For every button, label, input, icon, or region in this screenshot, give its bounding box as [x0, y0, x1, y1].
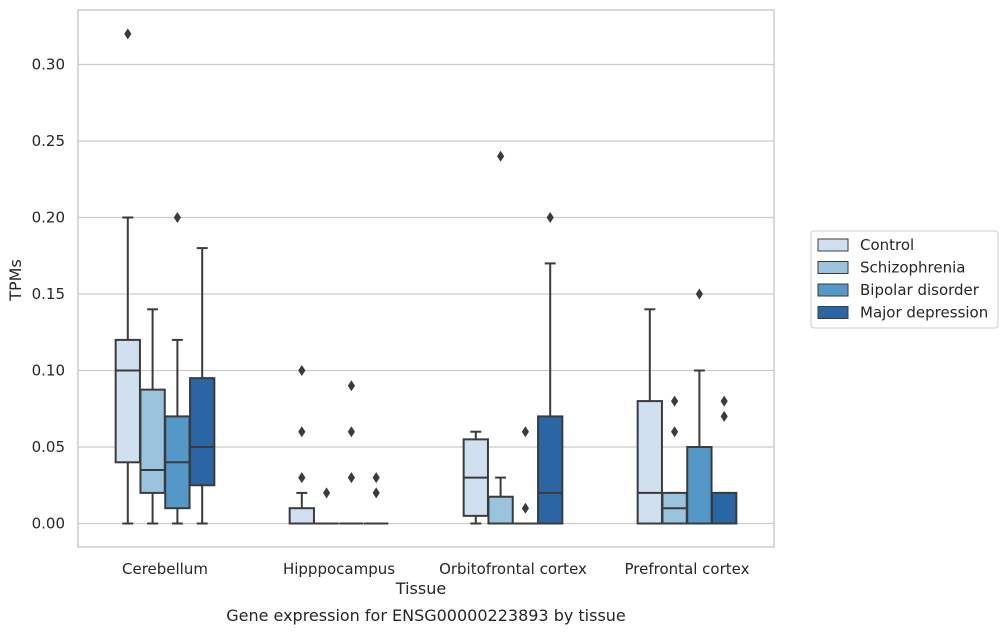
outlier-point	[347, 472, 355, 484]
box-major-depression	[364, 472, 389, 525]
plot-frame	[77, 9, 775, 548]
y-tick-label: 0.00	[32, 515, 65, 533]
box-body	[537, 415, 564, 525]
box-major-depression	[537, 212, 564, 525]
legend: Control Schizophrenia Bipolar disorder Majo…	[810, 230, 999, 329]
box-schizophrenia	[314, 487, 339, 525]
legend-label: Schizophrenia	[860, 259, 965, 277]
boxes	[114, 28, 738, 525]
y-axis-label: TPMs	[6, 259, 25, 302]
box-bipolar-disorder	[513, 426, 538, 525]
y-tick-label: 0.05	[32, 438, 65, 456]
outlier-point	[497, 150, 505, 162]
box-control	[636, 308, 663, 525]
y-tick-labels: 0.00 0.05 0.10 0.15 0.20 0.25 0.30	[32, 56, 65, 533]
x-tick-label: Orbitofrontal cortex	[439, 560, 587, 578]
y-tick-label: 0.15	[32, 285, 65, 303]
outlier-point	[323, 487, 331, 499]
legend-swatch	[817, 238, 849, 252]
box-major-depression	[711, 395, 738, 525]
x-tick-label: Cerebellum	[122, 560, 208, 578]
legend-swatch	[817, 283, 849, 297]
outlier-point	[671, 426, 679, 438]
y-tick-label: 0.20	[32, 209, 65, 227]
box-bipolar-disorder	[686, 288, 713, 525]
outlier-point	[298, 472, 306, 484]
box-bipolar-disorder	[339, 380, 364, 525]
outlier-point	[347, 426, 355, 438]
outlier-point	[347, 380, 355, 392]
box-body	[711, 491, 738, 525]
outlier-point	[298, 365, 306, 376]
legend-swatch	[817, 306, 849, 319]
outlier-point	[173, 212, 181, 223]
chart-caption: Gene expression for ENSG00000223893 by t…	[226, 606, 626, 625]
outlier-point	[372, 487, 380, 499]
box-body	[686, 446, 713, 525]
box-schizophrenia	[661, 395, 688, 525]
legend-label: Control	[860, 236, 914, 254]
box-body	[114, 338, 141, 464]
box-schizophrenia	[487, 150, 514, 525]
x-tick-label: Prefrontal cortex	[625, 560, 750, 578]
x-tick-labels: Cerebellum Hipppocampus Orbitofrontal cort…	[122, 560, 750, 578]
legend-frame	[810, 230, 999, 329]
outlier-point	[372, 472, 380, 484]
legend-label: Major depression	[860, 304, 988, 322]
box-control	[288, 365, 315, 525]
outlier-point	[695, 288, 703, 300]
box-schizophrenia	[139, 308, 166, 525]
legend-label: Bipolar disorder	[860, 281, 980, 299]
x-tick-label: Hipppocampus	[283, 560, 395, 578]
x-axis-label: Tissue	[395, 579, 446, 598]
outlier-point	[671, 395, 679, 407]
box-control	[462, 430, 489, 525]
box-major-depression	[189, 247, 216, 525]
outlier-point	[124, 28, 132, 40]
y-tick-label: 0.30	[32, 56, 65, 74]
box-control	[114, 28, 141, 525]
y-tick-label: 0.25	[32, 132, 65, 150]
outlier-point	[546, 212, 554, 223]
outlier-point	[521, 502, 529, 514]
outlier-point	[720, 410, 728, 422]
outlier-point	[298, 426, 306, 438]
box-body	[189, 377, 216, 487]
box-bipolar-disorder	[164, 212, 191, 525]
legend-swatch	[817, 261, 849, 274]
box-body	[636, 400, 663, 525]
y-tick-label: 0.10	[32, 362, 65, 380]
outlier-point	[521, 426, 529, 438]
box-body	[288, 507, 315, 525]
box-body	[487, 495, 514, 525]
outlier-point	[720, 395, 728, 407]
box-body	[139, 388, 166, 494]
